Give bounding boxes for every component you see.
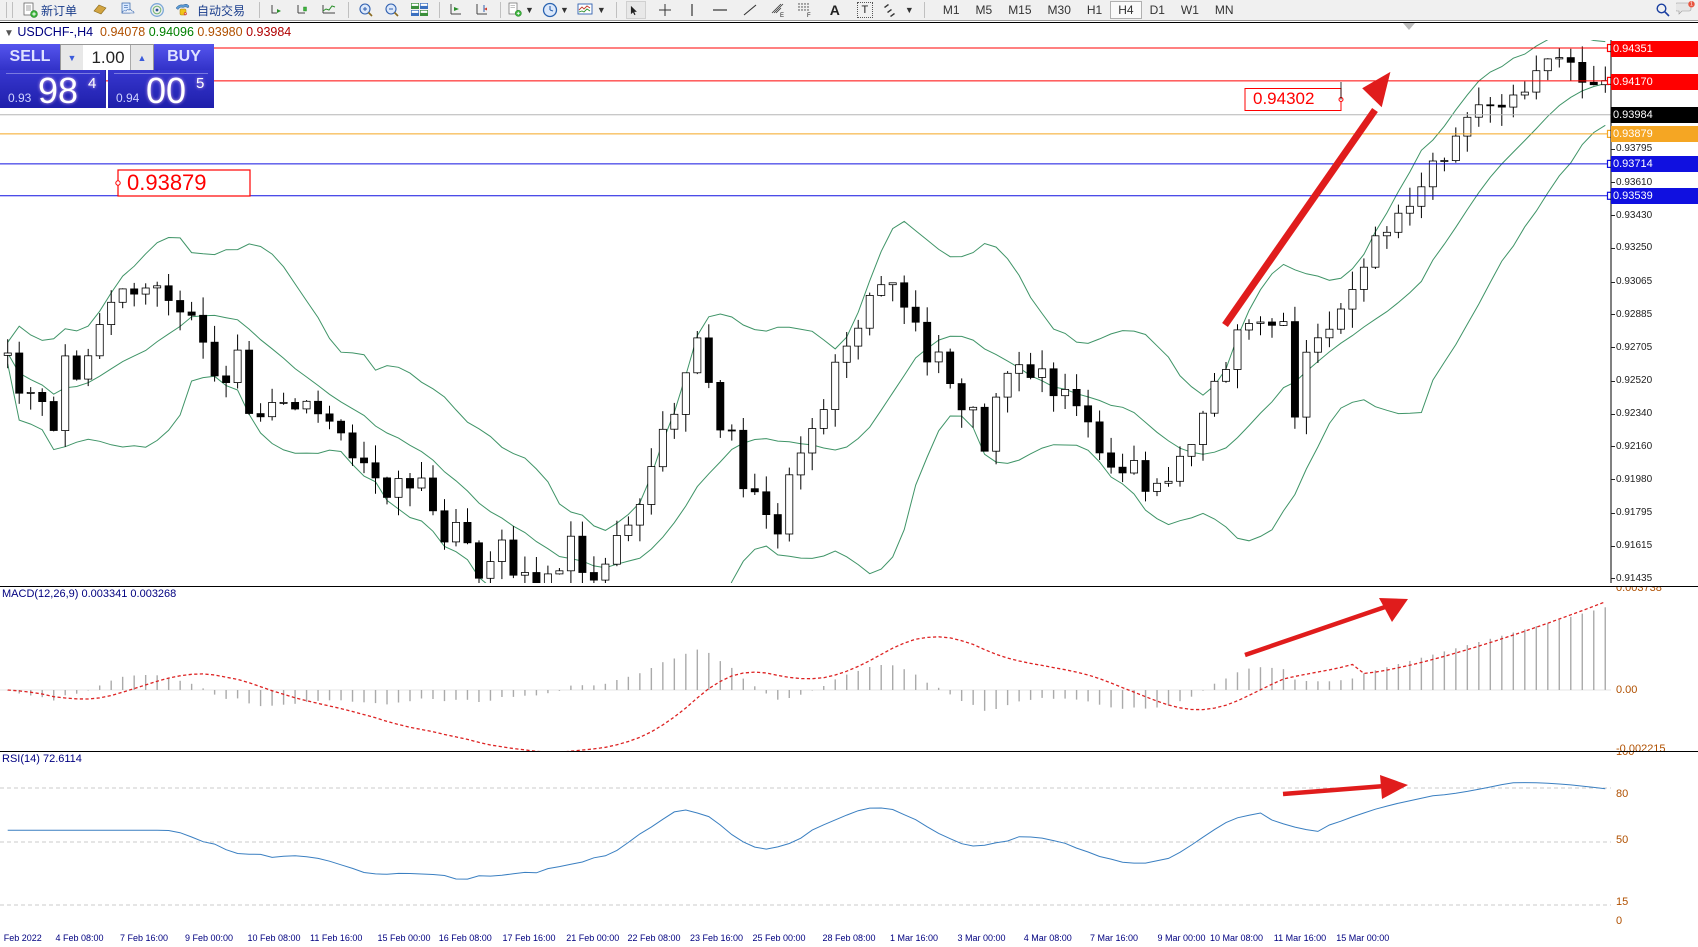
svg-text:1: 1 [1690, 2, 1693, 8]
svg-text:E: E [780, 13, 784, 18]
svg-text:0.94302: 0.94302 [1253, 89, 1314, 108]
svg-text:0.93879: 0.93879 [127, 170, 207, 195]
svg-text:F: F [807, 13, 811, 17]
